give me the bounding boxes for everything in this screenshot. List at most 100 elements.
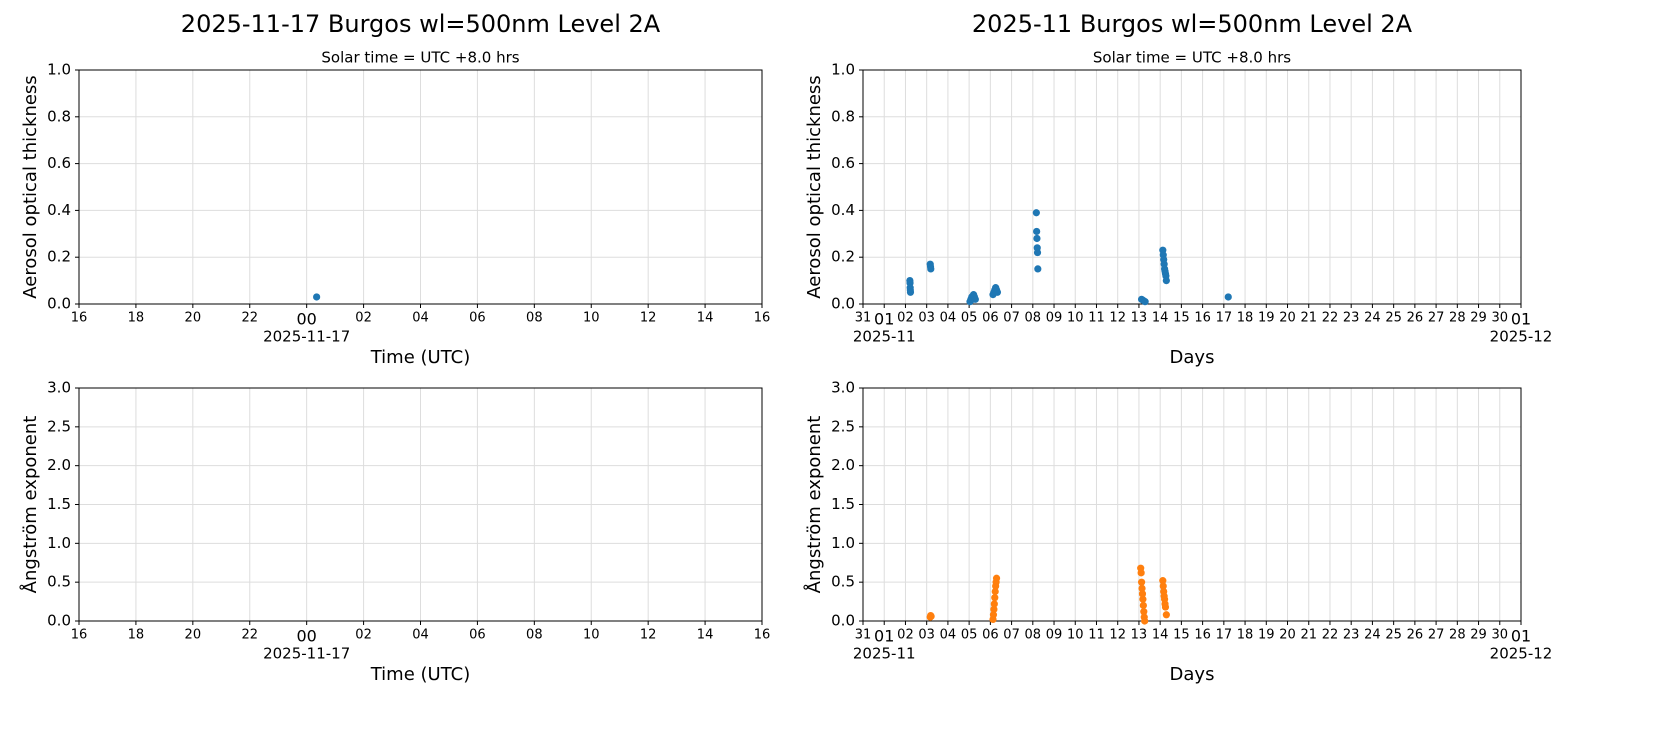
x-date-label: 2025-12 — [1490, 645, 1553, 663]
data-point — [1139, 595, 1147, 603]
data-point — [1159, 577, 1167, 585]
x-tick-label: 18 — [1237, 311, 1254, 326]
x-tick-label: 02 — [355, 628, 372, 643]
data-point — [989, 611, 998, 619]
y-tick-label: 0.0 — [47, 612, 71, 630]
x-tick-label: 24 — [1364, 628, 1381, 643]
x-tick-label: 01 — [1511, 627, 1531, 646]
x-tick-label: 16 — [71, 311, 88, 326]
x-tick-label: 01 — [874, 310, 894, 329]
x-tick-label: 10 — [1067, 311, 1084, 326]
x-tick-label: 10 — [583, 311, 600, 326]
x-tick-label: 30 — [1492, 628, 1509, 643]
data-point — [1140, 608, 1148, 616]
data-point — [1159, 582, 1167, 590]
x-tick-label: 15 — [1173, 311, 1190, 326]
x-tick-label: 22 — [1322, 628, 1339, 643]
x-tick-label: 17 — [1216, 311, 1233, 326]
y-tick-label: 0.8 — [831, 107, 855, 125]
x-date-label: 2025-11-17 — [263, 645, 350, 663]
y-axis-label: Aerosol optical thickness — [804, 75, 825, 298]
data-point — [1137, 569, 1145, 577]
data-point — [1138, 590, 1147, 598]
y-tick-label: 0.2 — [831, 248, 855, 266]
x-tick-label: 19 — [1258, 311, 1275, 326]
x-tick-label: 21 — [1300, 311, 1317, 326]
x-tick-label: 06 — [982, 311, 999, 326]
y-tick-label: 0.0 — [47, 295, 71, 313]
x-tick-label: 27 — [1428, 628, 1445, 643]
x-tick-label: 03 — [918, 311, 935, 326]
x-tick-label: 18 — [128, 628, 145, 643]
x-tick-label: 22 — [241, 311, 258, 326]
data-point — [1137, 578, 1146, 586]
x-tick-label: 09 — [1046, 311, 1063, 326]
data-point — [991, 594, 999, 602]
x-tick-label: 06 — [469, 311, 486, 326]
y-tick-label: 2.0 — [831, 456, 855, 474]
x-tick-label: 08 — [526, 628, 543, 643]
x-tick-label: 04 — [940, 628, 957, 643]
y-tick-label: 0.5 — [831, 573, 855, 591]
data-point — [1162, 277, 1170, 285]
x-tick-label: 28 — [1449, 628, 1466, 643]
y-tick-label: 0.5 — [47, 573, 71, 591]
plot-frame — [78, 387, 763, 622]
x-tick-label: 05 — [961, 311, 978, 326]
x-tick-label: 15 — [1173, 628, 1190, 643]
x-axis-label: Time (UTC) — [370, 664, 471, 685]
data-point — [1224, 293, 1232, 301]
x-tick-label: 29 — [1470, 628, 1487, 643]
x-tick-label: 31 — [855, 311, 872, 326]
data-point — [992, 574, 1001, 582]
y-axis-label: Aerosol optical thickness — [20, 75, 41, 298]
data-point — [990, 605, 998, 613]
data-point — [1141, 617, 1149, 625]
plot-frame — [862, 69, 1522, 305]
x-tick-label: 03 — [918, 628, 935, 643]
x-tick-label: 26 — [1407, 311, 1424, 326]
x-tick-label: 23 — [1343, 311, 1360, 326]
x-tick-label: 20 — [1279, 628, 1296, 643]
y-tick-label: 0.6 — [47, 154, 71, 172]
x-tick-label: 01 — [1511, 310, 1531, 329]
x-tick-label: 12 — [640, 628, 657, 643]
x-tick-label: 14 — [697, 628, 714, 643]
x-date-label: 2025-11 — [853, 328, 916, 346]
x-tick-label: 27 — [1428, 311, 1445, 326]
x-date-label: 2025-12 — [1490, 328, 1553, 346]
x-tick-label: 01 — [874, 627, 894, 646]
data-point — [1161, 603, 1170, 611]
x-tick-label: 08 — [1025, 311, 1042, 326]
x-tick-label: 12 — [1109, 628, 1126, 643]
x-tick-label: 22 — [241, 628, 258, 643]
y-tick-label: 2.0 — [47, 456, 71, 474]
data-point — [927, 265, 935, 273]
y-tick-label: 3.0 — [47, 379, 71, 397]
x-tick-label: 23 — [1343, 628, 1360, 643]
x-tick-label: 11 — [1088, 311, 1105, 326]
data-point — [1033, 248, 1042, 257]
data-point — [993, 288, 1002, 296]
x-tick-label: 18 — [1237, 628, 1254, 643]
x-axis-label: Time (UTC) — [370, 347, 471, 368]
x-tick-label: 05 — [961, 628, 978, 643]
y-tick-label: 1.0 — [47, 61, 71, 79]
x-tick-label: 20 — [185, 628, 202, 643]
x-tick-label: 24 — [1364, 311, 1381, 326]
x-tick-label: 02 — [897, 628, 914, 643]
y-tick-label: 0.0 — [831, 295, 855, 313]
x-tick-label: 08 — [526, 311, 543, 326]
data-point — [1162, 611, 1170, 619]
y-tick-label: 0.6 — [831, 154, 855, 172]
x-tick-label: 16 — [1194, 311, 1211, 326]
x-axis-label: Days — [1170, 664, 1215, 685]
x-tick-label: 11 — [1088, 628, 1105, 643]
y-tick-label: 0.2 — [47, 248, 71, 266]
y-tick-label: 0.4 — [831, 201, 855, 219]
x-tick-label: 07 — [1003, 311, 1020, 326]
x-date-label: 2025-11-17 — [263, 328, 350, 346]
data-point — [990, 600, 998, 608]
data-point — [313, 293, 321, 301]
x-tick-label: 06 — [982, 628, 999, 643]
